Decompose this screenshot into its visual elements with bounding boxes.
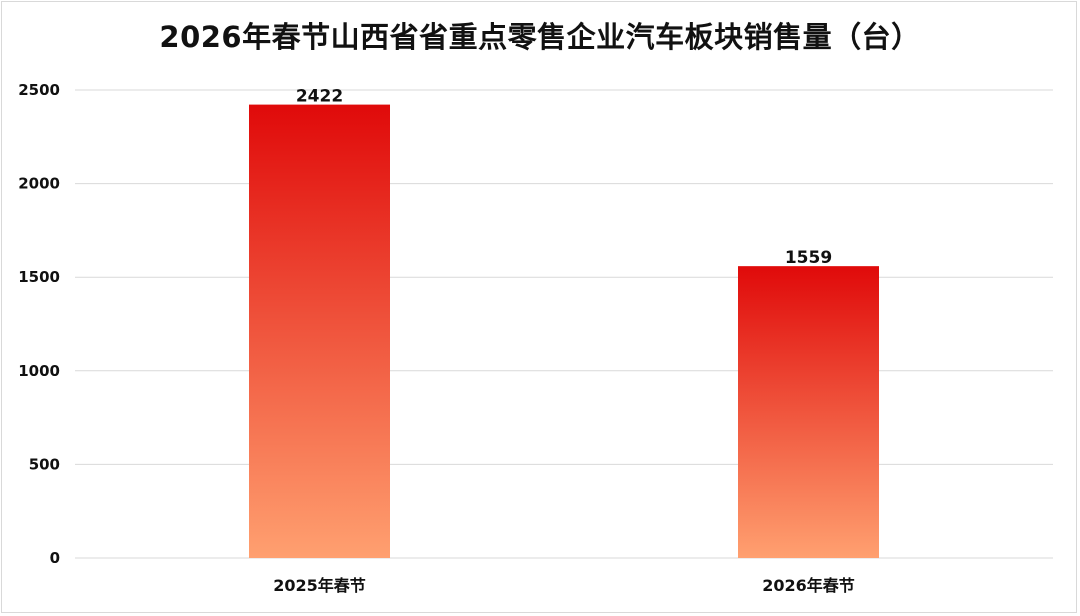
y-tick-label: 1000 xyxy=(18,362,60,380)
y-tick-label: 2500 xyxy=(18,81,60,99)
y-tick-label: 0 xyxy=(50,549,60,567)
x-category-label: 2026年春节 xyxy=(762,576,855,595)
data-label: 1559 xyxy=(785,248,832,268)
x-category-label: 2025年春节 xyxy=(273,576,366,595)
bar xyxy=(249,104,390,559)
data-label: 2422 xyxy=(296,87,343,107)
y-tick-label: 500 xyxy=(29,455,60,473)
bar xyxy=(738,266,879,558)
y-tick-label: 1500 xyxy=(18,268,60,286)
y-tick-label: 2000 xyxy=(18,175,60,193)
chart-title: 2026年春节山西省省重点零售企业汽车板块销售量（台） xyxy=(159,20,921,54)
